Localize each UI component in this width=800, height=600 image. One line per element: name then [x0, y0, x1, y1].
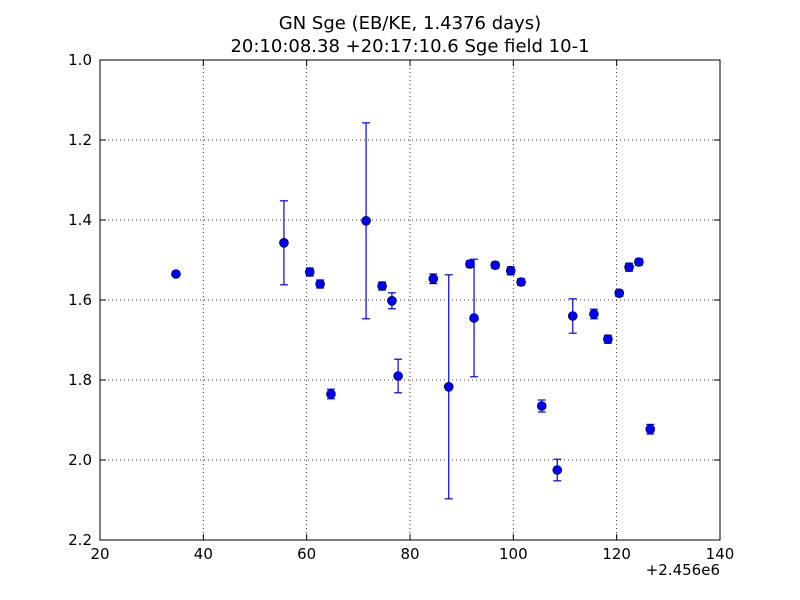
point — [443, 381, 454, 392]
point — [377, 281, 387, 291]
point — [326, 389, 336, 399]
point — [387, 295, 397, 306]
point — [624, 262, 634, 273]
point — [465, 259, 475, 269]
y-tick-label: 1.8 — [68, 371, 92, 389]
point — [428, 273, 439, 284]
point — [552, 465, 563, 475]
point — [361, 216, 371, 226]
y-tick-label: 2.0 — [68, 451, 92, 469]
point — [393, 371, 403, 381]
y-tick-label: 2.2 — [68, 531, 92, 549]
point — [315, 279, 325, 289]
y-tick-label: 1.4 — [68, 211, 92, 229]
x-tick-label: 20 — [90, 545, 109, 563]
x-tick-label: 140 — [706, 545, 735, 563]
point — [469, 313, 479, 323]
point — [516, 277, 526, 287]
point — [589, 309, 599, 319]
x-tick-label: 40 — [194, 545, 213, 563]
x-tick-label: 100 — [499, 545, 528, 563]
plot-frame — [99, 59, 721, 541]
point — [536, 401, 547, 411]
point — [603, 334, 613, 345]
x-tick-label: 80 — [400, 545, 419, 563]
point — [567, 311, 578, 321]
point — [304, 267, 315, 277]
point — [505, 265, 516, 276]
point — [490, 260, 501, 271]
x-tick-label: 60 — [297, 545, 316, 563]
point — [614, 288, 625, 299]
point — [634, 257, 644, 267]
point — [171, 269, 181, 279]
y-tick-label: 1.6 — [68, 291, 92, 309]
chart-title: GN Sge (EB/KE, 1.4376 days) — [279, 13, 541, 34]
point — [645, 424, 656, 435]
y-tick-label: 1.2 — [68, 131, 92, 149]
x-tick-label: 120 — [602, 545, 631, 563]
x-offset-label: +2.456e6 — [646, 561, 720, 579]
y-tick-label: 1.0 — [68, 51, 92, 69]
point — [279, 238, 289, 248]
chart-subtitle: 20:10:08.38 +20:17:10.6 Sge field 10-1 — [230, 36, 589, 57]
